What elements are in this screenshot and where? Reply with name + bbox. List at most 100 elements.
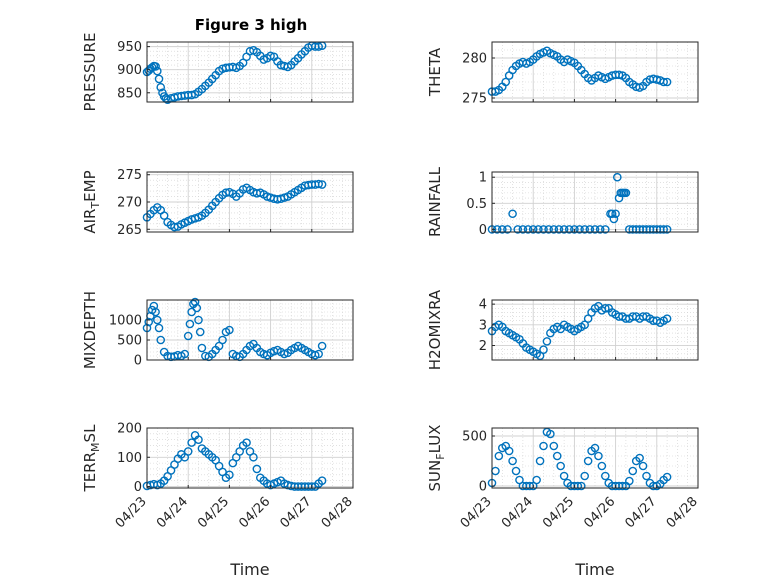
- data-point: [252, 464, 262, 474]
- data-point: [539, 225, 548, 234]
- data-point: [583, 314, 593, 323]
- y-axis-label: H2OMIXRA: [426, 289, 444, 370]
- axes-box: [491, 171, 699, 233]
- data-point: [539, 345, 548, 354]
- data-point: [518, 225, 528, 234]
- data-point: [497, 225, 507, 234]
- y-tick-label: 1000: [109, 314, 142, 329]
- data-point: [144, 317, 154, 327]
- data-point: [556, 461, 565, 471]
- data-point: [314, 349, 323, 359]
- data-point: [225, 325, 234, 335]
- data-point: [197, 343, 207, 353]
- data-point: [601, 303, 610, 313]
- y-axis-label: SUNFLUX: [426, 425, 447, 492]
- data-point: [609, 214, 619, 224]
- data-point: [539, 441, 548, 451]
- data-point: [642, 471, 651, 481]
- data-point: [552, 451, 562, 461]
- data-point: [662, 472, 672, 482]
- data-point: [544, 225, 553, 234]
- data-point: [580, 320, 590, 330]
- data-point: [314, 42, 323, 51]
- y-tick-label: 280: [462, 52, 487, 67]
- y-tick-label: 0: [134, 354, 142, 369]
- data-point: [546, 429, 555, 439]
- data-point: [597, 461, 607, 471]
- data-point: [151, 307, 160, 317]
- data-point: [159, 211, 169, 220]
- data-point: [580, 225, 590, 234]
- data-point: [183, 447, 193, 456]
- data-point: [662, 314, 672, 323]
- y-tick-label: 100: [117, 451, 142, 466]
- y-tick-label: 4: [479, 298, 487, 313]
- data-point: [614, 70, 624, 80]
- data-point: [611, 209, 620, 219]
- data-point: [494, 451, 504, 461]
- axes-box: [491, 41, 699, 103]
- data-point: [501, 77, 511, 87]
- y-axis-label: AIRTEMP: [81, 170, 102, 233]
- y-tick-label: 275: [117, 168, 142, 183]
- y-tick-label: 850: [117, 86, 142, 101]
- y-tick-label: 1: [479, 171, 487, 186]
- data-point: [575, 225, 584, 234]
- data-point: [549, 441, 559, 451]
- data-point: [535, 351, 545, 361]
- y-axis-label: MIXDEPTH: [81, 291, 99, 369]
- data-point: [535, 456, 545, 466]
- data-point: [190, 297, 200, 307]
- data-point: [595, 225, 605, 234]
- axes-box: [146, 427, 354, 489]
- y-tick-label: 900: [117, 63, 142, 78]
- data-point: [508, 209, 517, 219]
- data-point: [187, 438, 196, 447]
- data-point: [151, 62, 160, 71]
- data-point: [314, 179, 323, 189]
- y-tick-label: 3: [479, 318, 487, 333]
- data-point: [513, 225, 523, 234]
- data-point: [249, 452, 258, 462]
- y-tick-label: 2: [479, 339, 487, 354]
- data-point: [192, 303, 202, 313]
- subplot-air-temp: 265 270 275 AIRTEMP: [81, 168, 354, 238]
- data-point: [564, 225, 574, 234]
- data-point: [549, 225, 559, 234]
- data-point: [618, 481, 627, 491]
- data-point: [585, 225, 595, 234]
- data-point: [508, 456, 517, 466]
- data-point: [528, 225, 538, 234]
- data-point: [154, 74, 164, 84]
- y-tick-label: 200: [117, 422, 142, 437]
- data-point: [185, 319, 195, 329]
- data-point: [307, 482, 317, 491]
- y-tick-label: 500: [462, 430, 487, 445]
- y-tick-label: 0: [479, 223, 487, 238]
- data-point: [580, 471, 590, 481]
- y-tick-label: 270: [117, 196, 142, 211]
- data-point: [317, 180, 327, 189]
- subplot-grid: 850 900 950 PRESSURE 275 280 THETA 265 270 275 AIR…: [81, 33, 701, 579]
- data-point: [628, 466, 638, 476]
- data-point: [638, 461, 648, 471]
- axes-box: [146, 41, 354, 103]
- data-point: [621, 188, 631, 198]
- y-axis-label: PRESSURE: [81, 33, 99, 112]
- data-point: [149, 301, 159, 311]
- data-point: [195, 327, 205, 337]
- subplot-rainfall: 0 0.5 1 RAINFALL: [426, 166, 699, 238]
- y-tick-label: 265: [117, 223, 142, 238]
- data-point: [542, 337, 552, 346]
- y-axis-label: RAINFALL: [426, 166, 444, 237]
- data-point: [242, 438, 251, 447]
- subplot-theta: 275 280 THETA: [426, 41, 699, 107]
- data-point: [156, 335, 166, 345]
- data-point: [317, 476, 327, 485]
- y-tick-label: 0: [479, 480, 487, 495]
- data-point: [503, 225, 512, 234]
- x-axis-label: Time: [229, 560, 269, 579]
- data-point: [601, 471, 610, 481]
- axes-box: [146, 299, 354, 361]
